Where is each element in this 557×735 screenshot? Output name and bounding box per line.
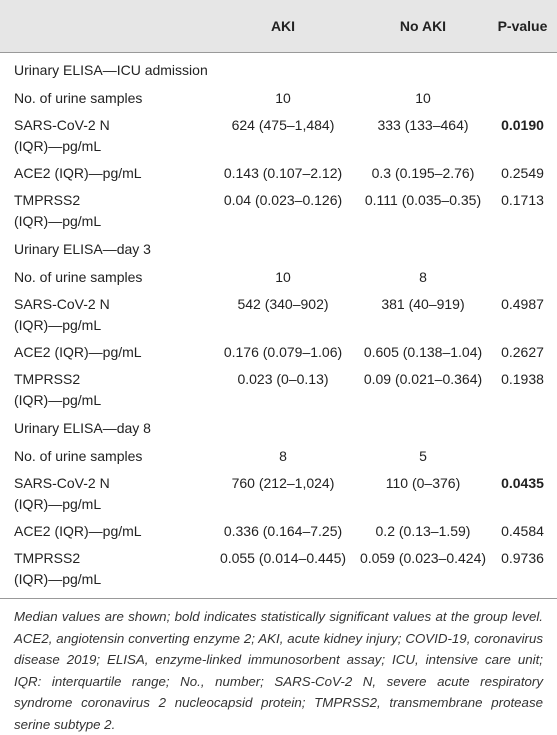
label-line: ACE2 (IQR)—pg/mL	[14, 165, 142, 181]
p-value-cell: 0.1713	[501, 192, 544, 208]
row-label: SARS-CoV-2 N (IQR)—pg/mL	[0, 473, 190, 515]
p-value-cell: 0.2549	[501, 165, 544, 181]
table-body: Urinary ELISA—ICU admission No. of urine …	[0, 53, 557, 599]
row-label: SARS-CoV-2 N (IQR)—pg/mL	[0, 294, 190, 336]
header-cell: P-value	[497, 18, 548, 34]
label-line: ACE2 (IQR)—pg/mL	[14, 344, 142, 360]
row-label: No. of urine samples	[0, 446, 190, 467]
aki-cell: 624 (475–1,484)	[231, 117, 335, 133]
label-line: TMPRSS2	[14, 371, 81, 387]
label-line: TMPRSS2	[14, 192, 81, 208]
p-value-cell: 0.0190	[501, 117, 544, 133]
label-line: ACE2 (IQR)—pg/mL	[14, 523, 142, 539]
row-label: TMPRSS2 (IQR)—pg/mL	[0, 369, 190, 411]
aki-cell: 760 (212–1,024)	[231, 475, 335, 491]
table-row: No. of urine samples 10 8	[0, 264, 557, 291]
table-row: TMPRSS2 (IQR)—pg/mL 0.04 (0.023–0.126) 0.11…	[0, 187, 557, 235]
no-aki-cell: 110 (0–376)	[385, 475, 461, 491]
row-label: ACE2 (IQR)—pg/mL	[0, 521, 190, 542]
aki-cell: 0.023 (0–0.13)	[237, 371, 329, 387]
label-line: (IQR)—pg/mL	[14, 138, 102, 154]
header-row: AKI No AKI P-value	[0, 0, 557, 53]
label-line: (IQR)—pg/mL	[14, 392, 102, 408]
p-value-cell: 0.4987	[501, 296, 544, 312]
p-value-cell	[488, 446, 557, 467]
p-value-cell: 0.0435	[501, 475, 544, 491]
p-value-cell: 0.2627	[501, 344, 544, 360]
label-line: TMPRSS2	[14, 550, 81, 566]
aki-cell: 0.055 (0.014–0.445)	[219, 550, 347, 566]
no-aki-cell: 0.111 (0.035–0.35)	[364, 192, 482, 208]
no-aki-cell: 0.059 (0.023–0.424)	[359, 550, 487, 566]
label-line: No. of urine samples	[14, 448, 143, 464]
section-title: Urinary ELISA—day 8	[14, 420, 151, 436]
label-line: SARS-CoV-2 N	[14, 117, 110, 133]
label-line: No. of urine samples	[14, 90, 143, 106]
footnote: Median values are shown; bold indicates …	[14, 609, 543, 732]
label-line: (IQR)—pg/mL	[14, 213, 102, 229]
aki-cell: 542 (340–902)	[237, 296, 329, 312]
p-value-cell	[488, 267, 557, 288]
section-title: Urinary ELISA—ICU admission	[14, 62, 208, 78]
table-row: ACE2 (IQR)—pg/mL 0.336 (0.164–7.25) 0.2 (0…	[0, 518, 557, 545]
no-aki-cell: 0.09 (0.021–0.364)	[363, 371, 483, 387]
label-line: (IQR)—pg/mL	[14, 571, 102, 587]
label-line: (IQR)—pg/mL	[14, 496, 102, 512]
aki-cell: 0.143 (0.107–2.12)	[223, 165, 343, 181]
p-value-cell	[488, 88, 557, 109]
table-row: TMPRSS2 (IQR)—pg/mL 0.055 (0.014–0.445) 0.0…	[0, 545, 557, 593]
no-aki-cell: 5	[419, 448, 427, 464]
aki-cell: 0.176 (0.079–1.06)	[223, 344, 343, 360]
row-label: No. of urine samples	[0, 88, 190, 109]
table-row: TMPRSS2 (IQR)—pg/mL 0.023 (0–0.13) 0.09 (0.…	[0, 366, 557, 414]
header-cell: No AKI	[399, 18, 447, 34]
row-label: TMPRSS2 (IQR)—pg/mL	[0, 548, 190, 590]
row-label: No. of urine samples	[0, 267, 190, 288]
label-line: (IQR)—pg/mL	[14, 317, 102, 333]
row-label: ACE2 (IQR)—pg/mL	[0, 342, 190, 363]
row-label: SARS-CoV-2 N (IQR)—pg/mL	[0, 115, 190, 157]
table-row: ACE2 (IQR)—pg/mL 0.143 (0.107–2.12) 0.3 (0…	[0, 160, 557, 187]
no-aki-cell: 0.2 (0.13–1.59)	[375, 523, 471, 539]
header-cell: AKI	[270, 18, 296, 34]
no-aki-cell: 10	[415, 90, 431, 106]
table-row: SARS-CoV-2 N (IQR)—pg/mL 624 (475–1,484) 33…	[0, 112, 557, 160]
table-row: No. of urine samples 10 10	[0, 85, 557, 112]
table-row: ACE2 (IQR)—pg/mL 0.176 (0.079–1.06) 0.605 …	[0, 339, 557, 366]
label-line: No. of urine samples	[14, 269, 143, 285]
aki-cell: 0.04 (0.023–0.126)	[223, 192, 343, 208]
table-row: SARS-CoV-2 N (IQR)—pg/mL 760 (212–1,024) 11…	[0, 470, 557, 518]
no-aki-cell: 333 (133–464)	[377, 117, 469, 133]
label-line: SARS-CoV-2 N	[14, 296, 110, 312]
row-label: ACE2 (IQR)—pg/mL	[0, 163, 190, 184]
table-row: No. of urine samples 8 5	[0, 443, 557, 470]
no-aki-cell: 8	[419, 269, 427, 285]
no-aki-cell: 381 (40–919)	[381, 296, 465, 312]
label-line: SARS-CoV-2 N	[14, 475, 110, 491]
no-aki-cell: 0.3 (0.195–2.76)	[371, 165, 475, 181]
table-row: SARS-CoV-2 N (IQR)—pg/mL 542 (340–902) 381 …	[0, 291, 557, 339]
aki-cell: 0.336 (0.164–7.25)	[223, 523, 343, 539]
p-value-cell: 0.4584	[501, 523, 544, 539]
aki-cell: 8	[279, 448, 287, 464]
p-value-cell: 0.1938	[501, 371, 544, 387]
row-label: TMPRSS2 (IQR)—pg/mL	[0, 190, 190, 232]
no-aki-cell: 0.605 (0.138–1.04)	[363, 344, 483, 360]
aki-cell: 10	[275, 90, 291, 106]
section-title: Urinary ELISA—day 3	[14, 241, 151, 257]
p-value-cell: 0.9736	[501, 550, 544, 566]
aki-cell: 10	[275, 269, 291, 285]
